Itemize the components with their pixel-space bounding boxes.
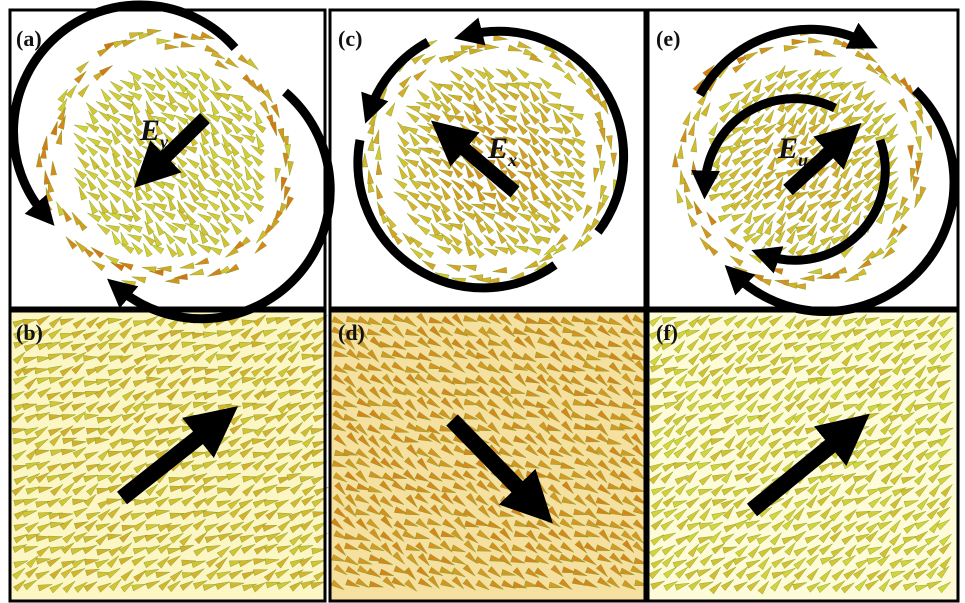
panel-label: (e) [656,26,680,51]
panel-label: (a) [16,26,42,51]
panel-label: (b) [16,320,43,345]
panel-label: (c) [338,26,362,51]
figure: (a) (b) (c) (d) (e) (f) Ey Ex Eu [0,0,965,603]
panel-bg [648,311,958,601]
panel-label: (f) [656,320,678,345]
panel-label: (d) [338,320,365,345]
